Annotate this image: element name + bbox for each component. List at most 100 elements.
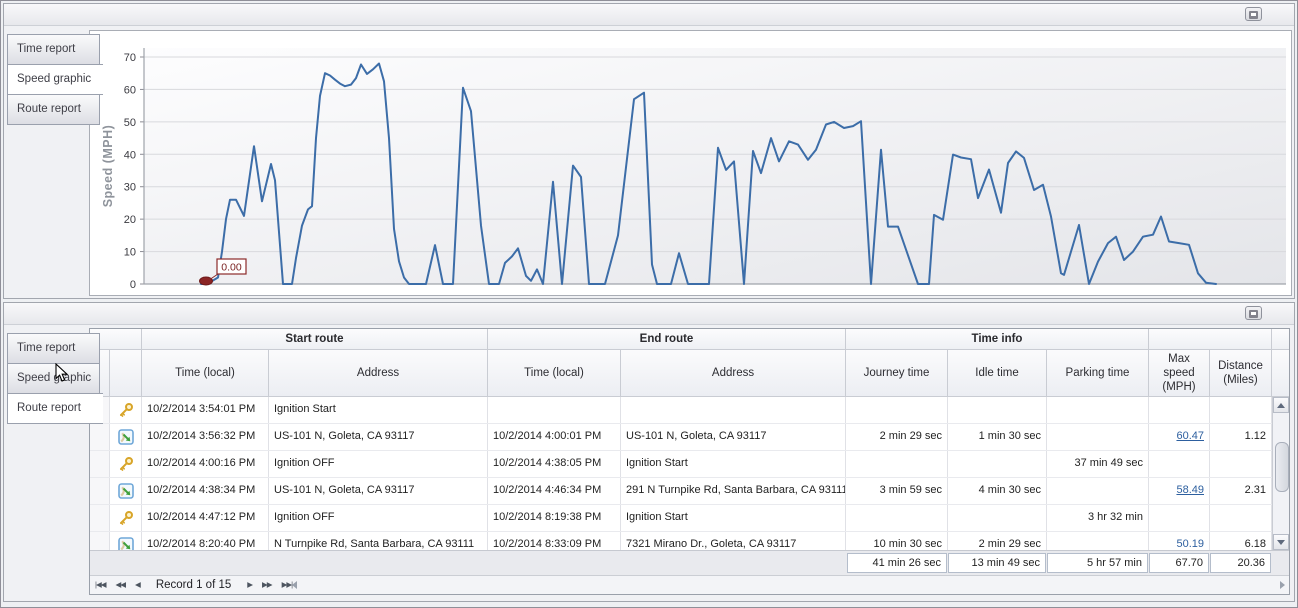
table-row[interactable]: 10/2/2014 4:00:16 PM Ignition OFF 10/2/2… — [90, 451, 1272, 479]
cell-start-time: 10/2/2014 4:00:16 PM — [142, 451, 269, 478]
panel-route-report: Time report Speed graphic Route report S… — [3, 302, 1295, 602]
hscroll-right-button[interactable] — [1280, 581, 1285, 589]
cell-distance — [1210, 397, 1272, 424]
cell-start-address: Ignition OFF — [269, 505, 488, 532]
cell-end-address: 291 N Turnpike Rd, Santa Barbara, CA 931… — [621, 478, 846, 505]
panel-body: Time report Speed graphic Route report S… — [4, 325, 1294, 601]
row-indicator — [90, 451, 110, 478]
col-header-parking-time[interactable]: Parking time — [1047, 349, 1149, 397]
tab-time-report[interactable]: Time report — [7, 333, 100, 364]
row-indicator — [90, 478, 110, 505]
table-row[interactable]: 10/2/2014 3:56:32 PM US-101 N, Goleta, C… — [90, 424, 1272, 452]
cell-distance: 6.18 — [1210, 532, 1272, 551]
cell-end-time: 10/2/2014 8:33:09 PM — [488, 532, 621, 551]
collapse-panel-button[interactable] — [1245, 7, 1262, 21]
tab-route-report[interactable]: Route report — [7, 94, 100, 125]
cell-start-address: US-101 N, Goleta, CA 93117 — [269, 478, 488, 505]
col-header-icon[interactable] — [110, 349, 142, 397]
cell-end-time: 10/2/2014 4:38:05 PM — [488, 451, 621, 478]
tab-speed-graphic[interactable]: Speed graphic — [7, 64, 103, 95]
cell-end-address: US-101 N, Goleta, CA 93117 — [621, 424, 846, 451]
cell-end-time — [488, 397, 621, 424]
cell-distance: 2.31 — [1210, 478, 1272, 505]
next-record-button[interactable]: ▶ — [247, 580, 253, 589]
scrollbar-thumb[interactable] — [1275, 442, 1289, 493]
cell-idle-time: 1 min 30 sec — [948, 424, 1047, 451]
cell-end-time: 10/2/2014 4:00:01 PM — [488, 424, 621, 451]
cell-start-time: 10/2/2014 8:20:40 PM — [142, 532, 269, 551]
cell-max-speed — [1149, 505, 1210, 532]
col-header-start-time[interactable]: Time (local) — [142, 349, 269, 397]
prev-page-button[interactable]: ◀◀ — [115, 580, 126, 589]
cell-journey-time — [846, 397, 948, 424]
row-icon-cell — [110, 505, 142, 532]
table-row[interactable]: 10/2/2014 8:20:40 PM N Turnpike Rd, Sant… — [90, 532, 1272, 551]
record-navigator: |◀◀ ◀◀ ◀ Record 1 of 15 ▶ ▶▶ ▶▶| — [90, 575, 1289, 594]
scroll-down-button[interactable] — [1273, 534, 1289, 551]
svg-text:0: 0 — [130, 279, 136, 291]
grid-column-header-row: Time (local) Address Time (local) Addres… — [90, 349, 1289, 398]
report-tabs: Time report Speed graphic Route report — [7, 34, 103, 125]
row-icon-cell — [110, 424, 142, 451]
col-header-idle-time[interactable]: Idle time — [948, 349, 1047, 397]
row-icon-cell — [110, 478, 142, 505]
row-icon-cell — [110, 532, 142, 551]
cell-parking-time — [1047, 478, 1149, 505]
cell-start-time: 10/2/2014 3:56:32 PM — [142, 424, 269, 451]
svg-text:10: 10 — [124, 247, 136, 259]
cell-distance: 1.12 — [1210, 424, 1272, 451]
group-header-start-route: Start route — [142, 329, 488, 349]
vertical-scrollbar[interactable] — [1272, 397, 1289, 551]
cell-parking-time — [1047, 397, 1149, 424]
summary-journey-time: 41 min 26 sec — [847, 553, 947, 574]
cell-idle-time — [948, 451, 1047, 478]
panel-header — [4, 4, 1294, 26]
cell-parking-time: 37 min 49 sec — [1047, 451, 1149, 478]
key-icon — [119, 511, 133, 526]
row-indicator — [90, 532, 110, 551]
grid-body: 10/2/2014 3:54:01 PM Ignition Start — [90, 397, 1289, 551]
max-speed-link[interactable]: 60.47 — [1176, 430, 1204, 443]
summary-parking-time: 5 hr 57 min — [1047, 553, 1148, 574]
table-row[interactable]: 10/2/2014 3:54:01 PM Ignition Start — [90, 397, 1272, 425]
col-header-end-address[interactable]: Address — [621, 349, 846, 397]
grid-summary-row: 41 min 26 sec 13 min 49 sec 5 hr 57 min … — [90, 550, 1289, 575]
max-speed-link[interactable]: 50.19 — [1176, 538, 1204, 551]
next-page-button[interactable]: ▶▶ — [262, 580, 273, 589]
hscroll-left-button[interactable] — [292, 581, 297, 589]
cell-end-address — [621, 397, 846, 424]
col-header-distance[interactable]: Distance (Miles) — [1210, 349, 1272, 397]
summary-idle-time: 13 min 49 sec — [948, 553, 1046, 574]
col-header-start-address[interactable]: Address — [269, 349, 488, 397]
cell-journey-time — [846, 505, 948, 532]
cell-idle-time — [948, 505, 1047, 532]
scroll-up-button[interactable] — [1273, 397, 1289, 414]
cell-max-speed: 50.19 — [1149, 532, 1210, 551]
tab-speed-graphic[interactable]: Speed graphic — [7, 363, 100, 394]
table-row[interactable]: 10/2/2014 4:38:34 PM US-101 N, Goleta, C… — [90, 478, 1272, 506]
prev-record-button[interactable]: ◀ — [135, 580, 141, 589]
route-report-grid: Start route End route Time info Time (lo… — [89, 328, 1290, 595]
last-record-button[interactable]: ▶▶| — [281, 580, 294, 589]
tab-time-report[interactable]: Time report — [7, 34, 100, 65]
cell-start-address: US-101 N, Goleta, CA 93117 — [269, 424, 488, 451]
tab-route-report[interactable]: Route report — [7, 393, 103, 424]
col-header-max-speed[interactable]: Max speed (MPH) — [1149, 349, 1210, 397]
cell-parking-time — [1047, 424, 1149, 451]
col-header-indicator[interactable] — [90, 349, 110, 397]
table-row[interactable]: 10/2/2014 4:47:12 PM Ignition OFF 10/2/2… — [90, 505, 1272, 533]
col-header-end-time[interactable]: Time (local) — [488, 349, 621, 397]
cell-idle-time: 2 min 29 sec — [948, 532, 1047, 551]
svg-text:40: 40 — [124, 149, 136, 161]
summary-max-speed: 67.70 — [1149, 553, 1209, 574]
panel-header — [4, 303, 1294, 325]
row-indicator — [90, 505, 110, 532]
first-record-button[interactable]: |◀◀ — [95, 580, 107, 589]
max-speed-link[interactable]: 58.49 — [1176, 484, 1204, 497]
cell-journey-time — [846, 451, 948, 478]
cell-start-address: N Turnpike Rd, Santa Barbara, CA 93111 — [269, 532, 488, 551]
collapse-panel-button[interactable] — [1245, 306, 1262, 320]
col-header-journey-time[interactable]: Journey time — [846, 349, 948, 397]
col-header-filler — [1272, 350, 1288, 397]
